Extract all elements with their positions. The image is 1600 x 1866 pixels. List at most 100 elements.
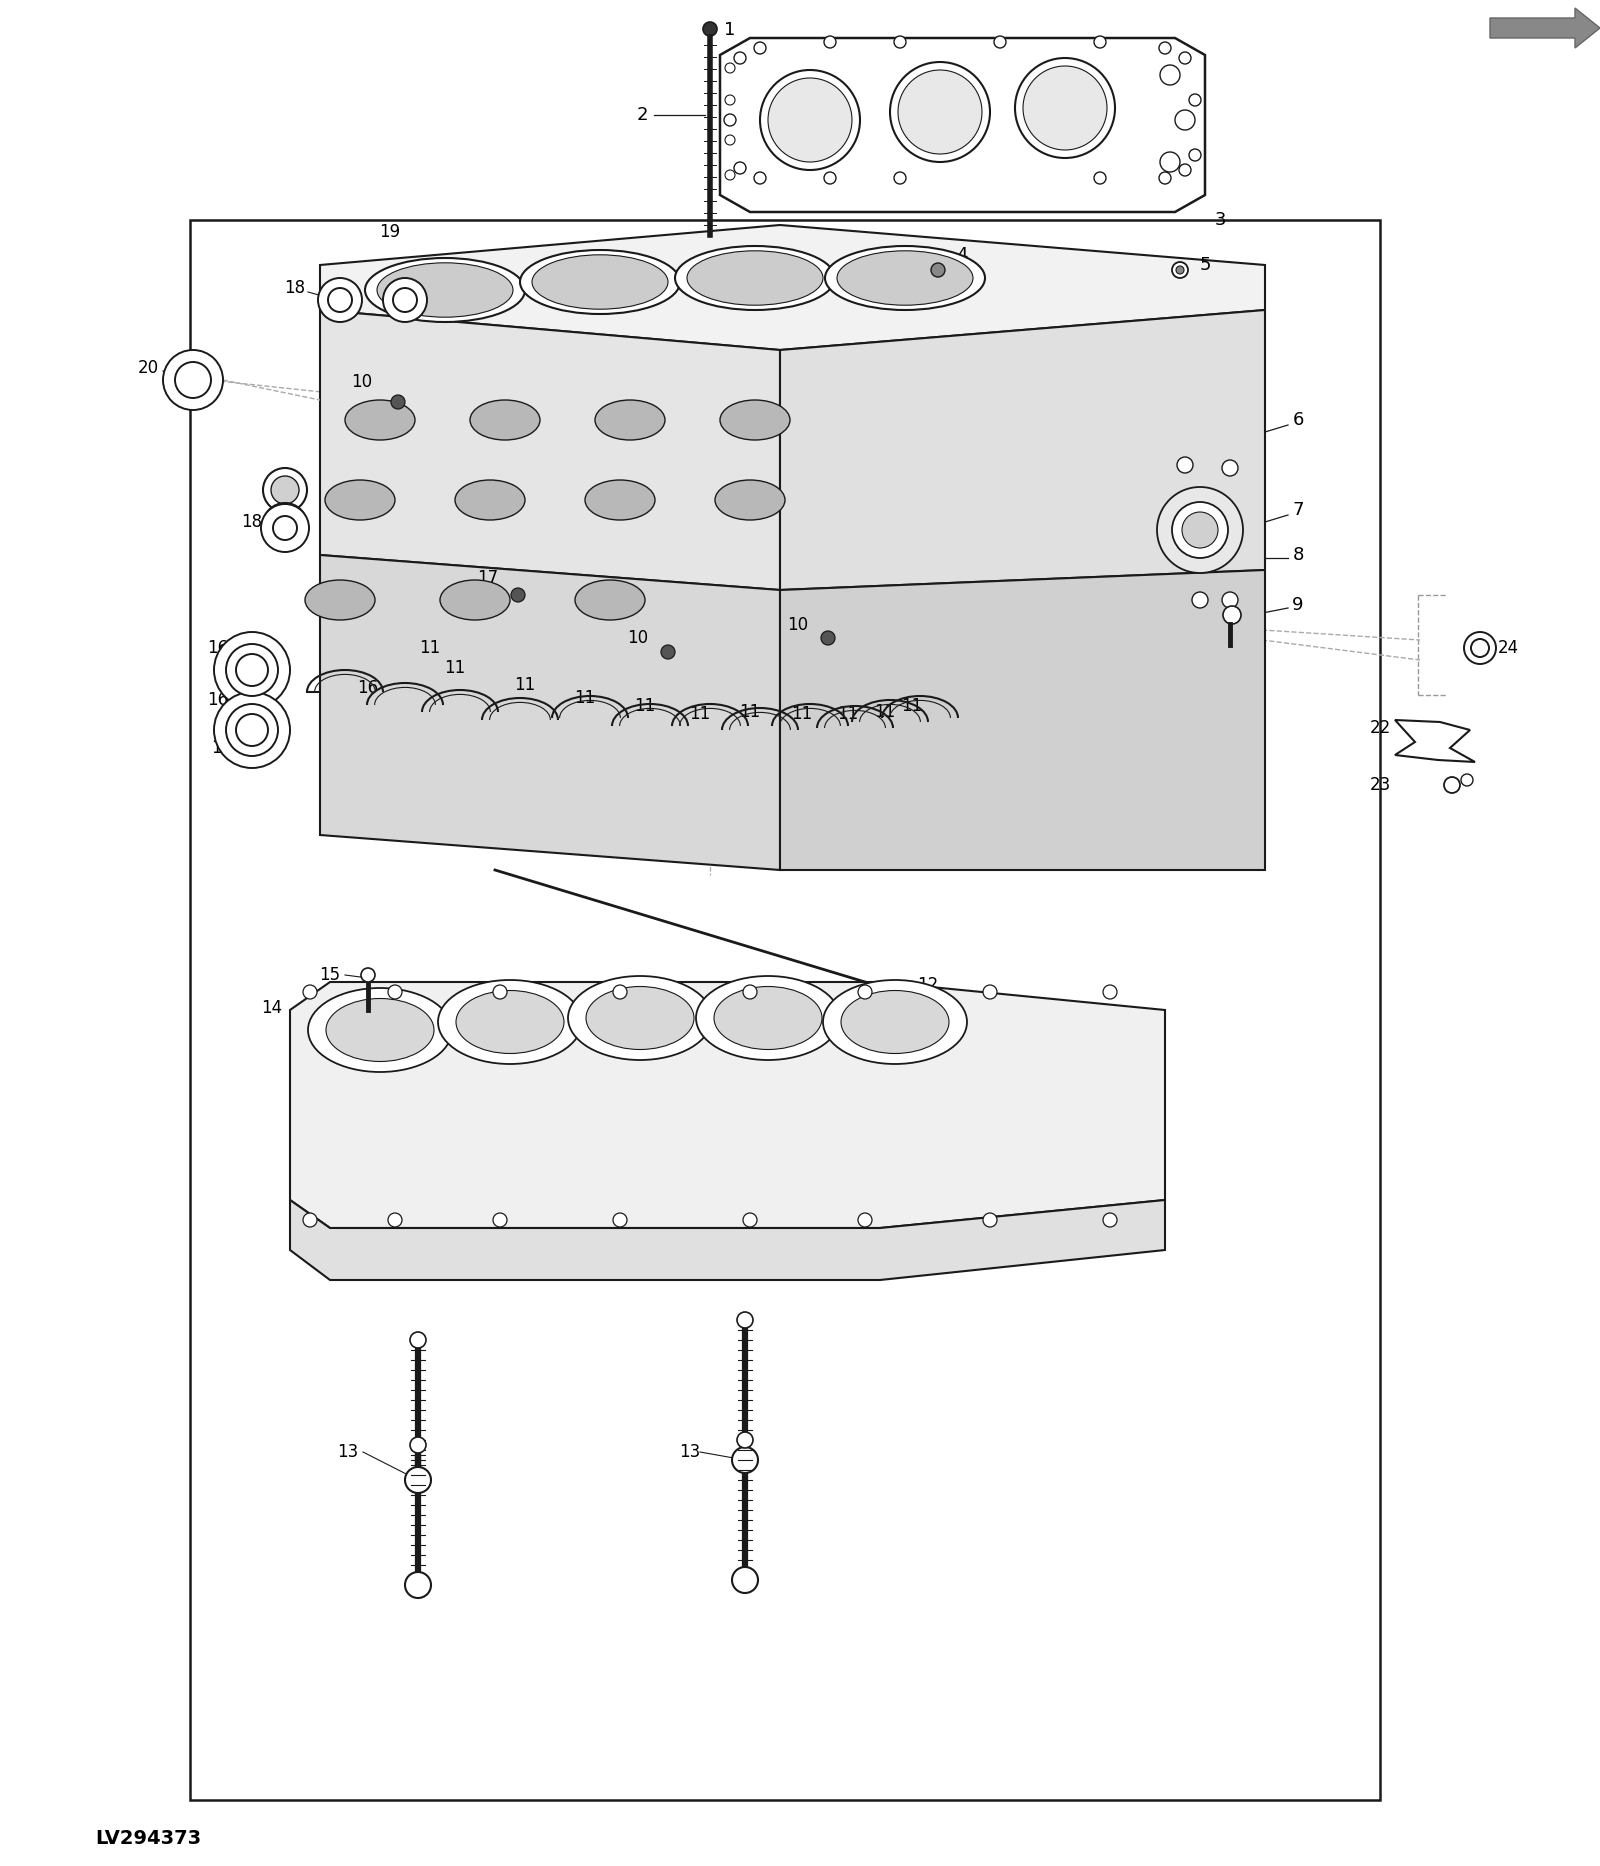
Circle shape xyxy=(261,504,309,552)
Text: 16: 16 xyxy=(357,679,379,698)
Circle shape xyxy=(405,1571,430,1597)
Circle shape xyxy=(237,653,269,687)
Ellipse shape xyxy=(456,991,563,1054)
Circle shape xyxy=(760,71,861,170)
Text: 11: 11 xyxy=(792,705,813,722)
Circle shape xyxy=(382,278,427,323)
Circle shape xyxy=(270,476,299,504)
Circle shape xyxy=(824,172,835,185)
Circle shape xyxy=(742,1213,757,1228)
Circle shape xyxy=(742,985,757,998)
Circle shape xyxy=(824,35,835,49)
Circle shape xyxy=(1160,65,1181,86)
Text: 9: 9 xyxy=(1293,595,1304,614)
Text: 10: 10 xyxy=(352,373,373,392)
Ellipse shape xyxy=(438,980,582,1064)
Circle shape xyxy=(734,162,746,174)
Circle shape xyxy=(1461,774,1474,786)
Circle shape xyxy=(302,985,317,998)
Circle shape xyxy=(226,644,278,696)
Circle shape xyxy=(613,1213,627,1228)
Circle shape xyxy=(734,52,746,63)
Polygon shape xyxy=(320,226,1266,351)
Polygon shape xyxy=(720,37,1205,213)
Polygon shape xyxy=(290,982,1165,1228)
Circle shape xyxy=(613,985,627,998)
Text: 13: 13 xyxy=(680,1442,701,1461)
Text: 3: 3 xyxy=(1214,211,1226,230)
Circle shape xyxy=(1179,52,1190,63)
Ellipse shape xyxy=(837,250,973,306)
Circle shape xyxy=(1176,267,1184,274)
Circle shape xyxy=(754,43,766,54)
Circle shape xyxy=(328,287,352,312)
Circle shape xyxy=(858,1213,872,1228)
Circle shape xyxy=(229,646,277,694)
Text: 2: 2 xyxy=(637,106,648,123)
Circle shape xyxy=(1189,149,1202,160)
Text: 19: 19 xyxy=(379,224,400,241)
Text: 18: 18 xyxy=(242,513,262,532)
Circle shape xyxy=(1174,110,1195,131)
Text: 4: 4 xyxy=(957,246,968,263)
Text: 11: 11 xyxy=(574,689,595,707)
Circle shape xyxy=(1189,93,1202,106)
Text: 7: 7 xyxy=(1293,500,1304,519)
Circle shape xyxy=(163,351,222,411)
Circle shape xyxy=(1171,261,1187,278)
Polygon shape xyxy=(320,554,781,870)
Circle shape xyxy=(702,22,717,35)
Circle shape xyxy=(262,504,307,547)
Ellipse shape xyxy=(326,998,434,1062)
Text: 11: 11 xyxy=(419,638,440,657)
Text: 24: 24 xyxy=(1498,638,1518,657)
Ellipse shape xyxy=(696,976,840,1060)
Polygon shape xyxy=(1490,7,1600,49)
Circle shape xyxy=(725,134,734,146)
Circle shape xyxy=(1222,461,1238,476)
Circle shape xyxy=(1182,511,1218,549)
Ellipse shape xyxy=(686,250,822,306)
Circle shape xyxy=(1160,151,1181,172)
Circle shape xyxy=(387,985,402,998)
Circle shape xyxy=(493,1213,507,1228)
Text: 16: 16 xyxy=(208,638,229,657)
Polygon shape xyxy=(1395,720,1475,761)
Ellipse shape xyxy=(714,987,822,1049)
Text: 11: 11 xyxy=(445,659,466,677)
Circle shape xyxy=(994,35,1006,49)
Ellipse shape xyxy=(715,480,786,521)
Ellipse shape xyxy=(568,976,712,1060)
Ellipse shape xyxy=(470,399,541,440)
Circle shape xyxy=(214,633,290,707)
Circle shape xyxy=(405,1467,430,1493)
Text: 11: 11 xyxy=(874,703,896,720)
Circle shape xyxy=(725,63,734,73)
Ellipse shape xyxy=(822,980,966,1064)
Text: 11: 11 xyxy=(514,675,536,694)
Ellipse shape xyxy=(378,263,514,317)
Text: 10: 10 xyxy=(787,616,808,634)
Polygon shape xyxy=(781,569,1266,870)
Circle shape xyxy=(493,985,507,998)
Ellipse shape xyxy=(365,258,525,323)
Circle shape xyxy=(890,62,990,162)
Circle shape xyxy=(262,468,307,511)
Circle shape xyxy=(898,71,982,155)
Ellipse shape xyxy=(440,580,510,620)
Circle shape xyxy=(894,35,906,49)
Circle shape xyxy=(270,511,299,539)
Circle shape xyxy=(302,1213,317,1228)
Text: 14: 14 xyxy=(261,998,283,1017)
Text: LV294373: LV294373 xyxy=(94,1829,202,1847)
Circle shape xyxy=(174,362,211,397)
Circle shape xyxy=(274,517,298,539)
Circle shape xyxy=(1222,606,1242,623)
Circle shape xyxy=(754,172,766,185)
Circle shape xyxy=(821,631,835,646)
Circle shape xyxy=(725,95,734,104)
Ellipse shape xyxy=(720,399,790,440)
Circle shape xyxy=(1192,592,1208,608)
Circle shape xyxy=(1158,43,1171,54)
Ellipse shape xyxy=(586,480,654,521)
